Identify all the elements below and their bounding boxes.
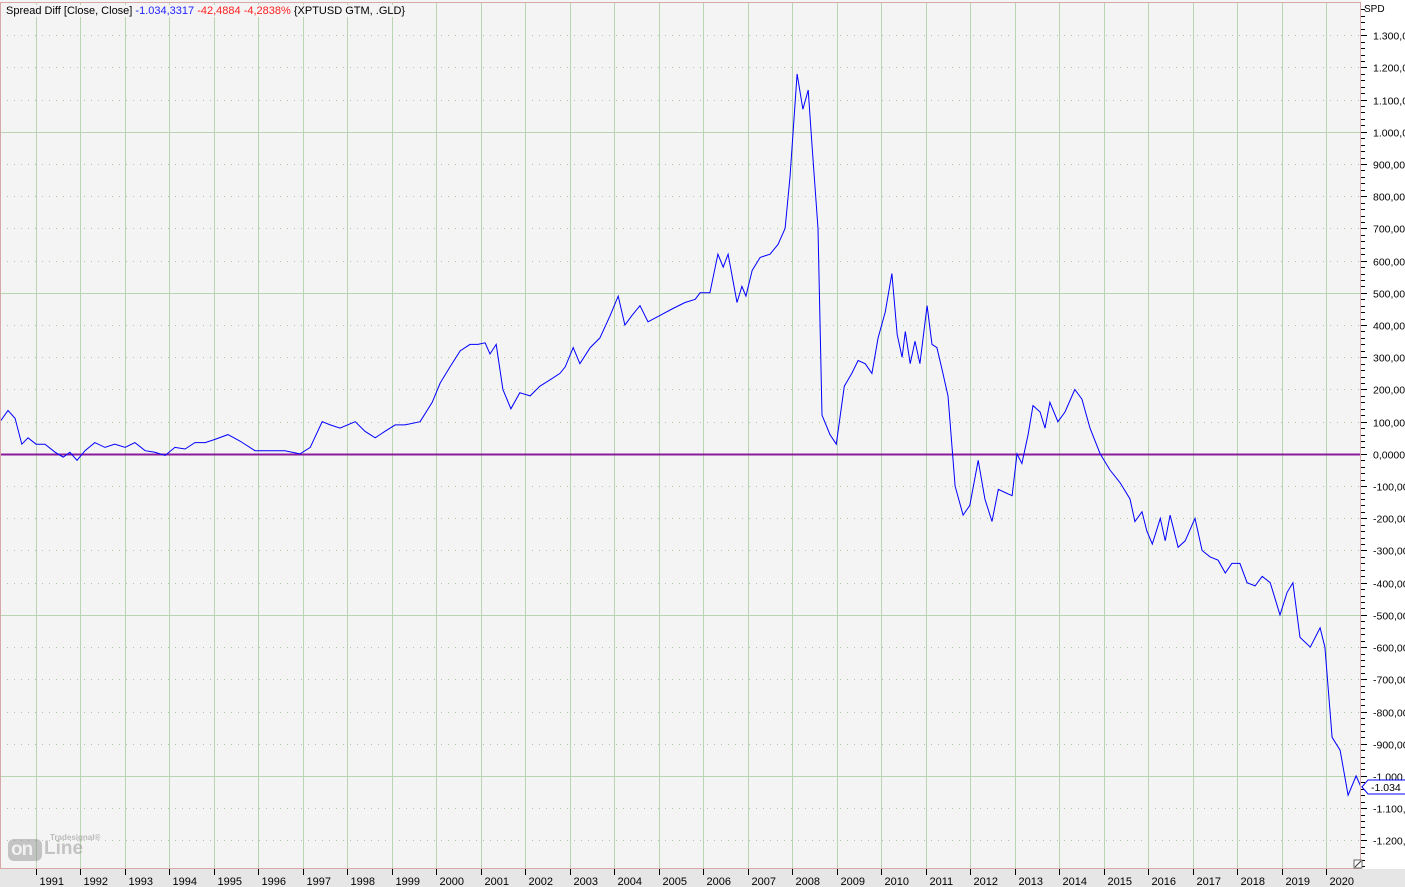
resize-corner-icon[interactable]: [1353, 859, 1363, 869]
x-tick-label: 2015: [1108, 876, 1132, 887]
y-tick-label: -100,00: [1373, 482, 1405, 494]
x-tick-label: 1995: [218, 876, 242, 887]
y-tick-label: 300,00: [1373, 353, 1405, 365]
x-tick-label: 1996: [262, 876, 286, 887]
y-tick-label: -600,00: [1373, 643, 1405, 655]
x-tick-label: 2002: [529, 876, 553, 887]
y-tick-label: 0,0000: [1373, 450, 1405, 462]
symbols: {XPTUSD GTM, .GLD}: [293, 5, 406, 17]
change-percent: -4,2838%: [243, 5, 291, 17]
x-tick-label: 1993: [129, 876, 153, 887]
x-tick-label: 1992: [84, 876, 108, 887]
x-tick-label: 2011: [930, 876, 954, 887]
bottom-axis-background: [0, 869, 1405, 887]
right-axis-background: [1361, 0, 1405, 869]
x-tick-label: 2017: [1197, 876, 1221, 887]
x-tick-label: 2001: [485, 876, 509, 887]
x-axis[interactable]: 1991 1992 1993 1994 1995 1996 1997 1998 1999 2000…: [36, 869, 1354, 887]
x-tick-label: 2009: [841, 876, 865, 887]
grid: [0, 3, 1361, 869]
last-value-marker: -1.034: [1361, 779, 1405, 795]
y-tick-label: -1.200,: [1373, 836, 1405, 848]
x-tick-label: 2013: [1019, 876, 1043, 887]
plot-background: [0, 0, 1361, 869]
y-tick-label: -400,00: [1373, 579, 1405, 591]
y-tick-label: 800,00: [1373, 192, 1405, 204]
last-value-badge: [1361, 779, 1405, 795]
x-tick-label: 1991: [40, 876, 64, 887]
series-line: [0, 73, 1362, 797]
x-tick-label: 2018: [1241, 876, 1265, 887]
y-tick-label: 1.300,00: [1373, 31, 1405, 43]
y-tick-label: 200,00: [1373, 385, 1405, 397]
plot-border: [0, 2, 1361, 869]
x-tick-label: 1994: [173, 876, 197, 887]
x-tick-label: 2004: [618, 876, 642, 887]
y-tick-label: -800,00: [1373, 708, 1405, 720]
x-tick-label: 2000: [440, 876, 464, 887]
x-tick-label: 2006: [707, 876, 731, 887]
logo-brand: Tradesignal®: [50, 833, 101, 842]
y-tick-label: 100,00: [1373, 418, 1405, 430]
x-tick-label: 2007: [752, 876, 776, 887]
last-value-label: -1.034: [1371, 782, 1401, 794]
y-tick-label: 700,00: [1373, 224, 1405, 236]
y-tick-label: 900,00: [1373, 160, 1405, 172]
x-tick-label: 2003: [574, 876, 598, 887]
logo-word-on: on: [11, 839, 33, 860]
y-tick-label: 500,00: [1373, 289, 1405, 301]
chart-header: Spread Diff [Close, Close] -1.034,3317 -…: [4, 5, 408, 17]
change-value: -42,4884: [197, 5, 241, 17]
x-tick-label: 2010: [885, 876, 909, 887]
x-tick-label: 2005: [663, 876, 687, 887]
y-tick-label: -300,00: [1373, 546, 1405, 558]
y-tick-label: -500,00: [1373, 611, 1405, 623]
last-value: -1.034,3317: [135, 5, 195, 17]
x-tick-label: 2008: [796, 876, 820, 887]
y-tick-label: 1.000,00: [1373, 128, 1405, 140]
x-tick-label: 1997: [307, 876, 331, 887]
x-tick-label: 2016: [1152, 876, 1176, 887]
y-tick-label: 600,00: [1373, 257, 1405, 269]
logo-badge: on: [8, 839, 42, 861]
y-tick-label: -700,00: [1373, 675, 1405, 687]
y-axis-title: SPD: [1364, 4, 1385, 15]
y-tick-label: -200,00: [1373, 514, 1405, 526]
y-axis[interactable]: 1.300,00 1.200,00 1.100,00 1.000,00 900,00 80…: [1361, 9, 1405, 867]
x-tick-label: 2014: [1063, 876, 1087, 887]
x-tick-label: 1998: [351, 876, 375, 887]
x-tick-label: 1999: [396, 876, 420, 887]
x-tick-label: 2012: [974, 876, 998, 887]
y-tick-label: 1.100,00: [1373, 96, 1405, 108]
y-tick-label: -1.100,: [1373, 804, 1405, 816]
y-tick-label: 1.200,00: [1373, 63, 1405, 75]
logo-word-line: Line: [44, 838, 84, 859]
x-tick-label: 2020: [1330, 876, 1354, 887]
x-tick-label: 2019: [1286, 876, 1310, 887]
study-name: Spread Diff [Close, Close]: [6, 5, 133, 17]
y-tick-label: -900,00: [1373, 740, 1405, 752]
y-tick-label: 400,00: [1373, 321, 1405, 333]
